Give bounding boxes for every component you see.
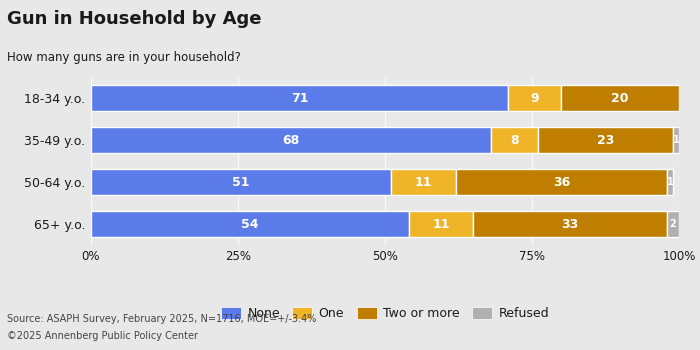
Text: 23: 23: [597, 133, 614, 147]
Text: 8: 8: [510, 133, 519, 147]
Text: 11: 11: [414, 175, 432, 189]
Bar: [561, 85, 679, 111]
Text: 20: 20: [612, 91, 629, 105]
Text: 51: 51: [232, 175, 250, 189]
Bar: [508, 85, 561, 111]
Text: 1: 1: [673, 135, 680, 145]
Text: ©2025 Annenberg Public Policy Center: ©2025 Annenberg Public Policy Center: [7, 331, 198, 341]
Bar: [456, 169, 667, 195]
Text: 33: 33: [561, 217, 579, 231]
Text: 36: 36: [553, 175, 570, 189]
Bar: [409, 211, 473, 237]
Bar: [538, 127, 673, 153]
Text: 68: 68: [282, 133, 300, 147]
Bar: [667, 211, 679, 237]
Bar: [91, 211, 409, 237]
Text: Gun in Household by Age: Gun in Household by Age: [7, 10, 262, 28]
Text: 9: 9: [531, 91, 539, 105]
Bar: [391, 169, 456, 195]
Bar: [667, 169, 673, 195]
Text: 54: 54: [241, 217, 258, 231]
Text: 11: 11: [432, 217, 449, 231]
Legend: None, One, Two or more, Refused: None, One, Two or more, Refused: [216, 302, 554, 325]
Bar: [473, 211, 667, 237]
Bar: [491, 127, 538, 153]
Text: Source: ASAPH Survey, February 2025, N=1716, MOE=+/-3.4%: Source: ASAPH Survey, February 2025, N=1…: [7, 314, 316, 324]
Text: How many guns are in your household?: How many guns are in your household?: [7, 51, 241, 64]
Bar: [673, 127, 679, 153]
Bar: [91, 169, 391, 195]
Text: 2: 2: [670, 219, 676, 229]
Bar: [91, 127, 491, 153]
Text: 1: 1: [667, 177, 673, 187]
Text: 71: 71: [291, 91, 309, 105]
Bar: [91, 85, 508, 111]
